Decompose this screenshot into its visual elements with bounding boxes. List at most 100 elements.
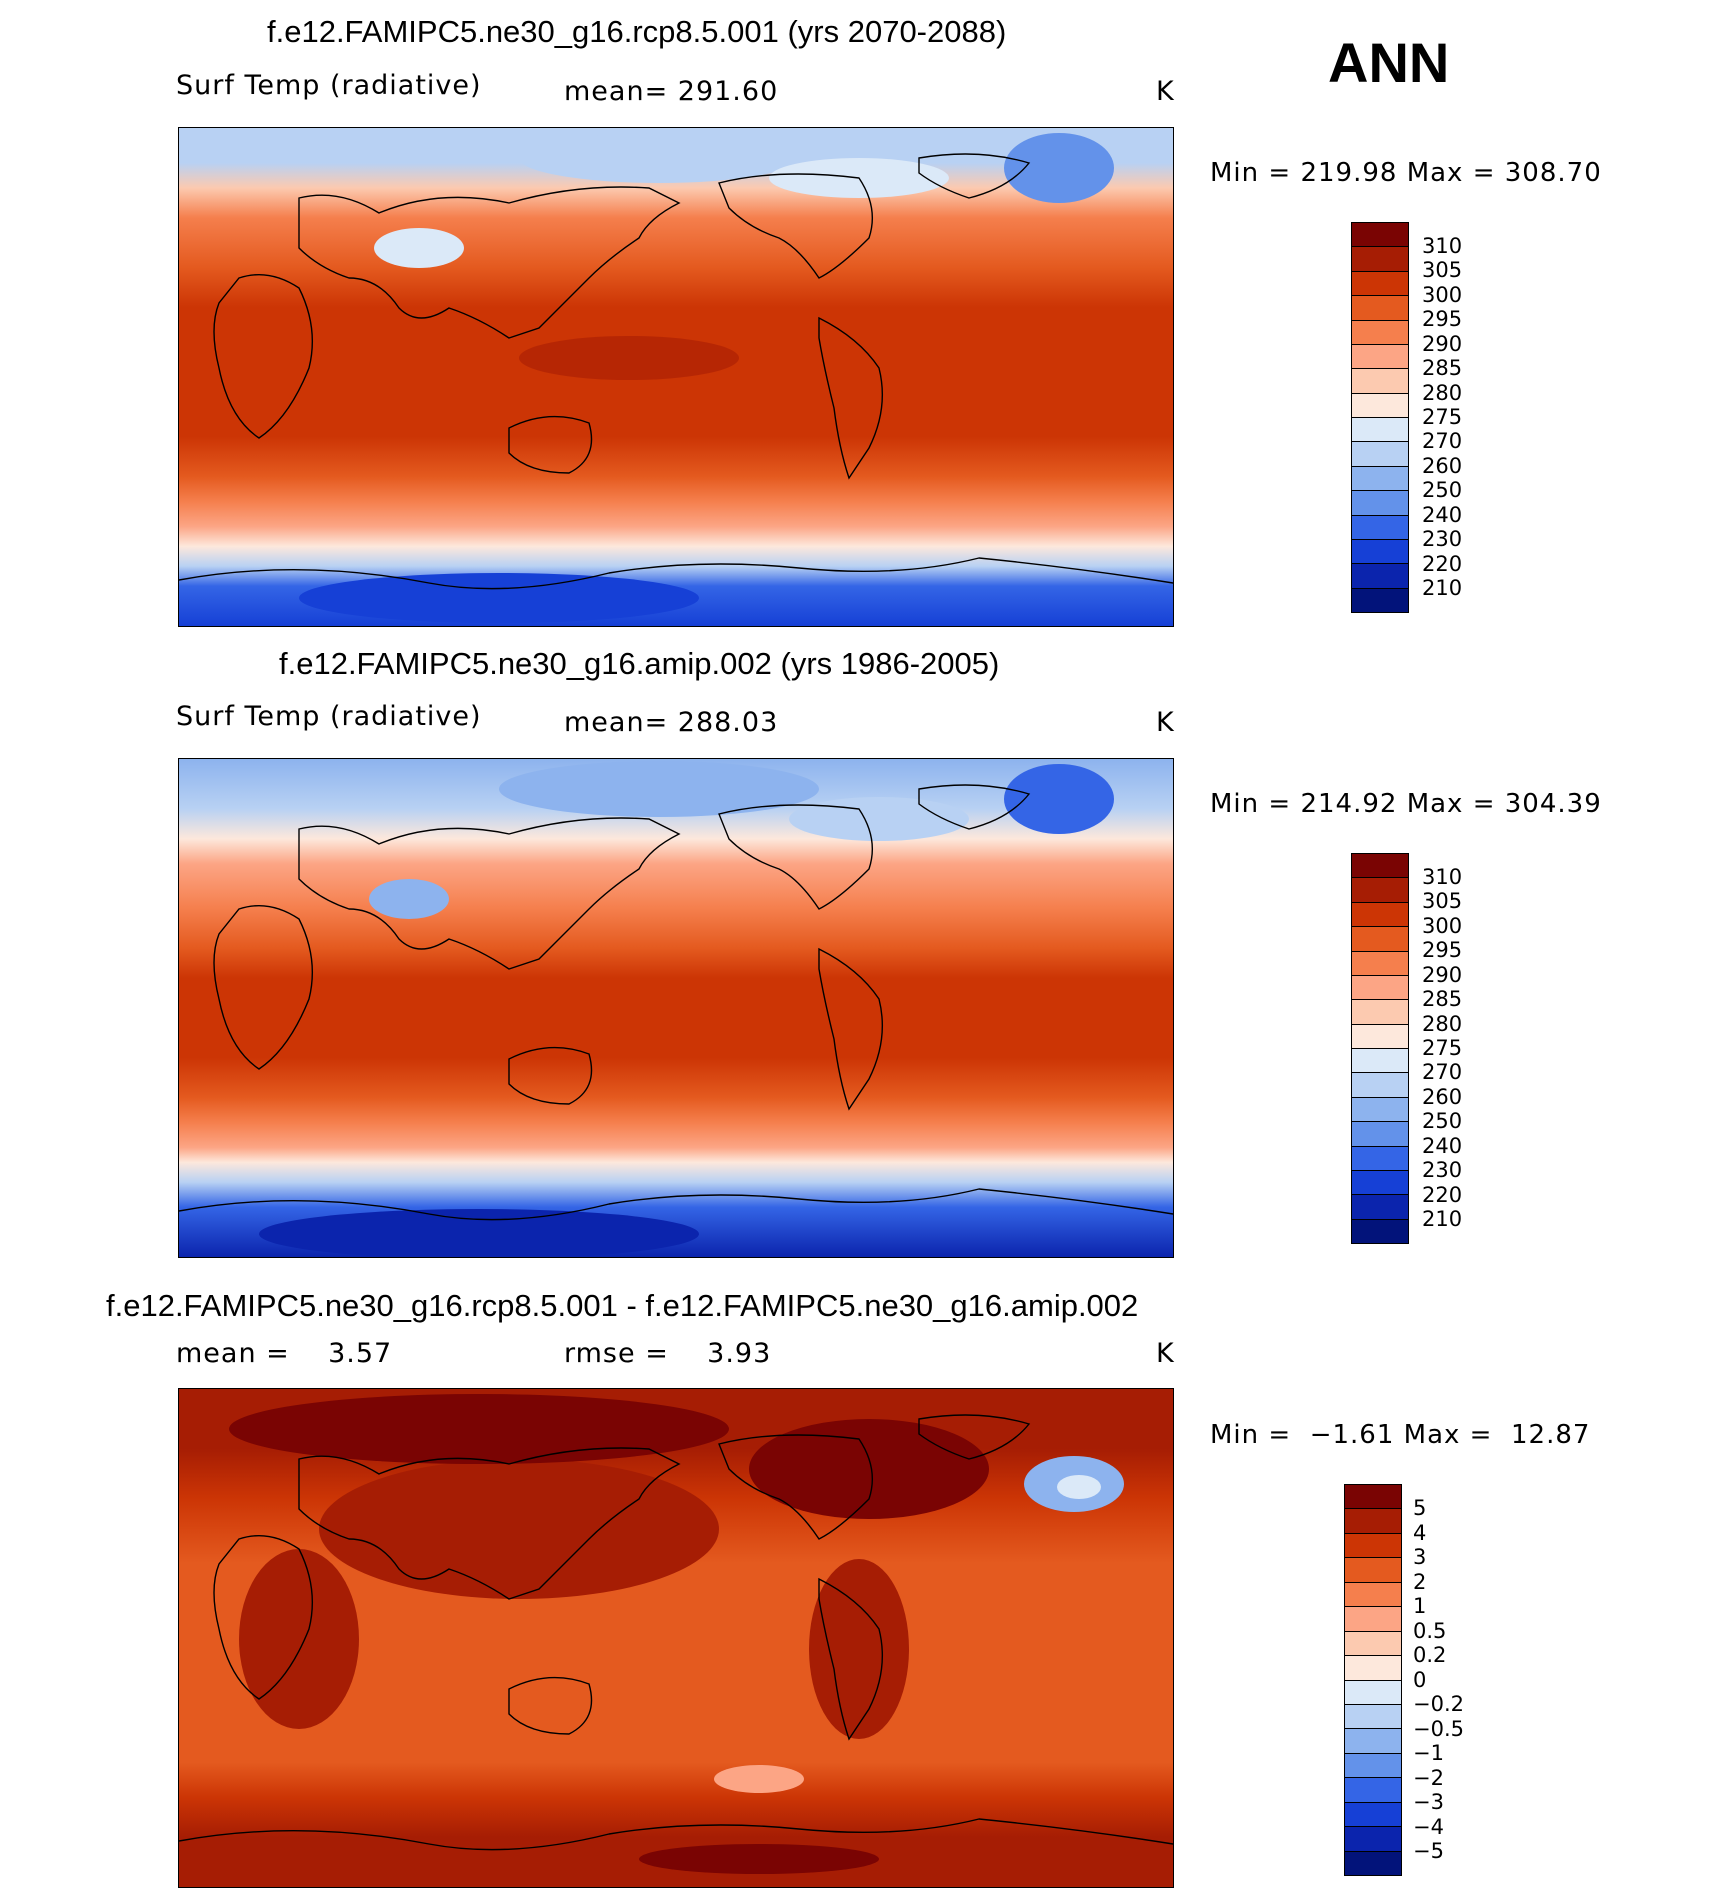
colorbar-label: 210	[1422, 1207, 1463, 1232]
colorbar-label: 240	[1422, 1133, 1463, 1158]
colorbar-label: 250	[1422, 1109, 1463, 1134]
colorbar-swatch	[1345, 1729, 1401, 1754]
panel1-variable: Surf Temp (radiative)	[176, 70, 482, 101]
panel3-units: K	[1156, 1338, 1175, 1369]
colorbar-label: 270	[1422, 429, 1463, 454]
colorbar-label: 260	[1422, 1084, 1463, 1109]
panel3-map	[178, 1388, 1174, 1888]
colorbar-label: 220	[1422, 551, 1463, 576]
colorbar-label: 0.2	[1413, 1643, 1447, 1667]
colorbar-label: 250	[1422, 478, 1463, 503]
colorbar-label: 295	[1422, 938, 1463, 963]
panel3-colorbar-labels: 5 4 3 2 1 0.5 0.2 0 −0.2 −0.5 −1 −2 −3 −4 −5	[1413, 1484, 1503, 1874]
colorbar-label: 260	[1422, 453, 1463, 478]
colorbar-label: 305	[1422, 889, 1463, 914]
panel1-title: f.e12.FAMIPC5.ne30_g16.rcp8.5.001 (yrs 2…	[267, 14, 1007, 49]
colorbar-swatch	[1345, 1753, 1401, 1779]
colorbar-label: 285	[1422, 356, 1463, 381]
colorbar-swatch	[1345, 1656, 1401, 1681]
colorbar-label: −1	[1413, 1741, 1444, 1765]
colorbar-label: 285	[1422, 987, 1463, 1012]
panel1-mean: mean= 291.60	[564, 76, 779, 107]
colorbar-swatch	[1345, 1827, 1401, 1852]
annual-label: ANN	[1328, 31, 1450, 94]
colorbar-swatch	[1345, 1704, 1401, 1730]
colorbar-label: 220	[1422, 1182, 1463, 1207]
colorbar-swatch	[1345, 1607, 1401, 1632]
panel3-mean: mean = 3.57	[176, 1338, 393, 1369]
colorbar-swatch	[1352, 466, 1408, 492]
colorbar-swatch	[1352, 1122, 1408, 1147]
colorbar-swatch	[1352, 344, 1408, 370]
colorbar-label: 230	[1422, 527, 1463, 552]
colorbar-swatch	[1352, 1024, 1408, 1049]
colorbar-label: 275	[1422, 405, 1463, 429]
colorbar-swatch	[1352, 1097, 1408, 1123]
panel2-units: K	[1156, 707, 1175, 738]
colorbar-label: 295	[1422, 307, 1463, 332]
colorbar-label: 0.5	[1413, 1618, 1447, 1643]
colorbar-swatch	[1352, 296, 1408, 321]
colorbar-swatch	[1352, 1219, 1408, 1243]
colorbar-swatch	[1345, 1851, 1401, 1875]
colorbar-swatch	[1352, 951, 1408, 976]
colorbar-swatch	[1352, 223, 1408, 248]
colorbar-swatch	[1352, 247, 1408, 272]
colorbar-swatch	[1345, 1533, 1401, 1559]
colorbar-swatch	[1352, 878, 1408, 903]
colorbar-label: 280	[1422, 380, 1463, 405]
colorbar-swatch	[1345, 1802, 1401, 1828]
panel2-mean: mean= 288.03	[564, 707, 779, 738]
colorbar-label: 230	[1422, 1158, 1463, 1183]
colorbar-label: −0.5	[1413, 1716, 1464, 1741]
panel1-colorbar-labels: 310 305 300 295 290 285 280 275 270 260 250 240 230 2…	[1422, 222, 1502, 611]
colorbar-label: 4	[1413, 1520, 1427, 1545]
panel3-minmax: Min = −1.61 Max = 12.87	[1210, 1420, 1591, 1450]
colorbar-label: 240	[1422, 502, 1463, 527]
panel2-map	[178, 758, 1174, 1258]
colorbar-swatch	[1345, 1582, 1401, 1608]
colorbar-label: 310	[1422, 233, 1463, 258]
colorbar-label: 290	[1422, 962, 1463, 987]
colorbar-swatch	[1345, 1631, 1401, 1657]
colorbar-swatch	[1352, 393, 1408, 418]
colorbar-label: 1	[1413, 1594, 1427, 1618]
colorbar-swatch	[1345, 1778, 1401, 1803]
colorbar-swatch	[1352, 320, 1408, 345]
colorbar-label: −0.2	[1413, 1692, 1464, 1716]
colorbar-swatch	[1352, 271, 1408, 297]
panel1-map-fill	[179, 128, 1173, 626]
colorbar-label: 300	[1422, 282, 1463, 307]
panel2-minmax: Min = 214.92 Max = 304.39	[1210, 789, 1602, 819]
panel1-colorbar	[1351, 222, 1409, 613]
colorbar-label: 310	[1422, 864, 1463, 889]
panel3-rmse: rmse = 3.93	[564, 1338, 772, 1369]
colorbar-label: 290	[1422, 331, 1463, 356]
panel3-title: f.e12.FAMIPC5.ne30_g16.rcp8.5.001 - f.e1…	[106, 1288, 1139, 1323]
colorbar-swatch	[1352, 1170, 1408, 1196]
colorbar-swatch	[1352, 1049, 1408, 1074]
colorbar-swatch	[1352, 1146, 1408, 1171]
colorbar-label: 210	[1422, 576, 1463, 601]
colorbar-label: 305	[1422, 258, 1463, 283]
colorbar-swatch	[1345, 1509, 1401, 1534]
colorbar-swatch	[1345, 1558, 1401, 1583]
panel1-units: K	[1156, 76, 1175, 107]
panel3-map-fill	[179, 1389, 1173, 1887]
colorbar-swatch	[1352, 418, 1408, 443]
panel2-colorbar	[1351, 853, 1409, 1244]
panel2-variable: Surf Temp (radiative)	[176, 701, 482, 732]
colorbar-swatch	[1352, 515, 1408, 540]
colorbar-label: 2	[1413, 1569, 1427, 1594]
colorbar-label: 275	[1422, 1036, 1463, 1060]
colorbar-label: −2	[1413, 1765, 1444, 1790]
colorbar-swatch	[1352, 491, 1408, 516]
colorbar-label: −3	[1413, 1790, 1444, 1814]
colorbar-swatch	[1352, 564, 1408, 589]
colorbar-swatch	[1345, 1680, 1401, 1705]
colorbar-label: 3	[1413, 1545, 1427, 1569]
colorbar-swatch	[1352, 588, 1408, 612]
colorbar-swatch	[1352, 975, 1408, 1001]
colorbar-swatch	[1352, 854, 1408, 879]
colorbar-swatch	[1352, 1073, 1408, 1098]
